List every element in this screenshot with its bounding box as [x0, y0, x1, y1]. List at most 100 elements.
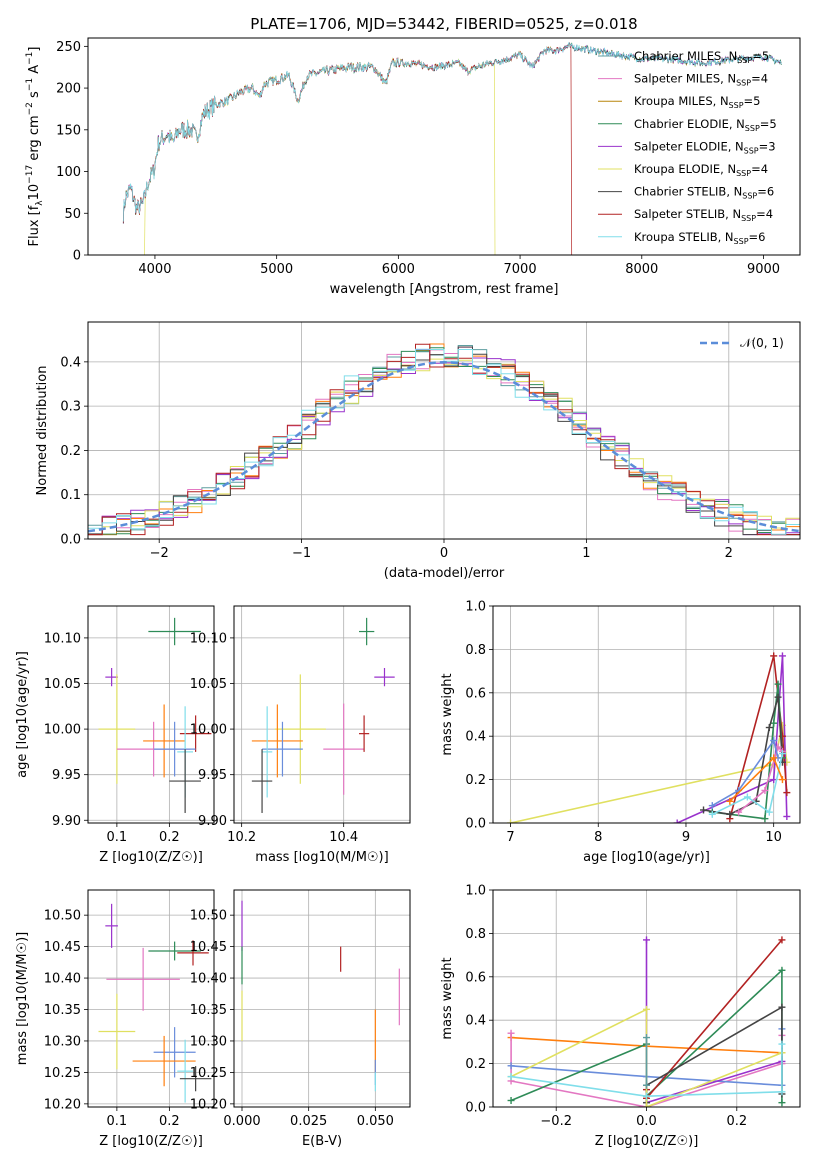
figure-title: PLATE=1706, MJD=53442, FIBERID=0525, z=0… — [250, 15, 637, 33]
y-tick-label: 10.45 — [190, 940, 227, 955]
weight-marker — [770, 652, 778, 660]
errorbar-point-7 — [177, 1039, 193, 1103]
legend: Chabrier MILES, NSSP=5 Salpeter MILES, NS… — [598, 49, 777, 246]
axes-frame — [87, 605, 215, 824]
weight-marker — [507, 1073, 515, 1081]
weight-marker — [765, 808, 773, 816]
y-tick-label: 10.45 — [44, 940, 81, 955]
weight-marker — [770, 737, 778, 745]
y-tick-label: 0.2 — [465, 1057, 486, 1072]
y-axis-label: mass [log10(M/M☉)] — [15, 932, 30, 1065]
weight-marker — [778, 966, 786, 974]
errorbar-point-5 — [153, 1027, 196, 1078]
errorbar-point-6 — [262, 721, 303, 777]
weight-marker — [643, 1005, 650, 1013]
x-tick-label: 7 — [506, 830, 514, 845]
weight-marker — [643, 1034, 650, 1042]
x-tick-label: 4000 — [138, 262, 171, 277]
axes-frame — [87, 37, 801, 256]
y-tick-label: 1.0 — [465, 600, 486, 615]
plot-area-mass-weight-vs-Z — [507, 936, 786, 1107]
weight-marker — [765, 724, 773, 732]
weight-marker — [507, 1029, 515, 1037]
spectrum-line-8 — [122, 41, 782, 222]
errorbar-point-0 — [105, 903, 118, 948]
x-tick-label: 0.050 — [357, 1114, 394, 1129]
panel-mass-vs-EBV: 0.000 0.025 0.050 10.20 10.25 10.30 10.35 10.40… — [190, 889, 411, 1149]
x-tick-label: 6000 — [382, 262, 415, 277]
weight-line-1 — [676, 655, 788, 823]
plot-area-age-vs-mass — [251, 617, 395, 813]
weight-line-0 — [510, 725, 788, 823]
y-tick-label: 0.6 — [465, 686, 486, 701]
weight-marker — [743, 793, 751, 801]
plot-area-residuals — [88, 343, 800, 536]
weight-marker — [783, 812, 791, 820]
weight-marker — [708, 802, 716, 810]
x-tick-label: 1 — [582, 546, 590, 561]
plot-area-spectrum — [122, 41, 782, 255]
plot-area-mass-vs-EBV — [241, 900, 400, 1092]
x-tick-label: −1 — [292, 546, 311, 561]
x-tick-label: 0.025 — [290, 1114, 327, 1129]
y-axis-label: mass weight — [440, 673, 455, 755]
errorbar-point-2 — [98, 674, 136, 784]
legend-label: Kroupa STELIB, NSSP=6 — [634, 230, 765, 246]
y-tick-label: 50 — [64, 207, 81, 222]
y-tick-label: 10.20 — [190, 1097, 227, 1112]
y-tick-label: 0.4 — [60, 355, 81, 370]
x-axis-label: Z [log10(Z/Z☉)] — [99, 850, 203, 865]
x-axis-label: E(B-V) — [302, 1134, 342, 1149]
y-axis-label: Normed distribution — [35, 366, 50, 496]
y-axis-label: age [log10(age/yr)] — [15, 651, 30, 778]
axes-frame — [492, 889, 801, 1108]
weight-line-6 — [645, 1005, 783, 1103]
x-tick-label: 7000 — [504, 262, 537, 277]
y-tick-label: 0.0 — [60, 533, 81, 548]
legend-label: Chabrier MILES, NSSP=5 — [634, 49, 769, 65]
weight-marker — [774, 680, 782, 688]
y-tick-label: 150 — [56, 123, 81, 138]
axes-frame — [87, 889, 215, 1108]
weight-marker — [673, 819, 681, 823]
y-tick-label: 0.1 — [60, 488, 81, 503]
weight-marker — [783, 789, 791, 797]
weight-marker — [708, 810, 716, 818]
y-axis-label: mass weight — [440, 957, 455, 1039]
legend-label: Salpeter STELIB, NSSP=4 — [634, 207, 773, 223]
weight-line-7 — [711, 753, 784, 816]
x-tick-label: 10.4 — [329, 830, 358, 845]
legend-label: Kroupa MILES, NSSP=5 — [634, 94, 760, 110]
weight-marker — [778, 652, 786, 660]
y-tick-label: 10.30 — [44, 1034, 81, 1049]
errorbar-point-1 — [374, 668, 395, 687]
x-tick-label: 9000 — [747, 262, 780, 277]
normal-curve — [88, 361, 800, 533]
errorbar-point-8 — [251, 749, 273, 813]
y-tick-label: 10.05 — [190, 677, 227, 692]
plot-area-mass-vs-Z — [98, 903, 212, 1103]
y-tick-label: 1.0 — [465, 884, 486, 899]
weight-marker — [700, 806, 708, 814]
y-tick-label: 0.4 — [465, 730, 486, 745]
x-axis-label: Z [log10(Z/Z☉)] — [99, 1134, 203, 1149]
x-tick-label: 0.2 — [159, 1114, 180, 1129]
panel-age-vs-Z: 0.1 0.2 9.90 9.95 10.00 10.05 10.10 Z [log10(Z/… — [15, 605, 215, 865]
weight-marker — [778, 750, 786, 758]
legend-label: Salpeter ELODIE, NSSP=3 — [634, 139, 776, 155]
weight-line-8 — [510, 1044, 783, 1098]
errorbar-point-4 — [98, 993, 136, 1070]
y-tick-label: 9.95 — [52, 768, 81, 783]
y-tick-label: 0.2 — [60, 444, 81, 459]
y-tick-label: 0.8 — [465, 643, 486, 658]
errorbar-point-2 — [177, 940, 209, 966]
y-tick-label: 10.05 — [44, 677, 81, 692]
x-tick-label: 0.2 — [726, 1114, 747, 1129]
panel-spectrum: 4000 5000 6000 7000 8000 9000 0 50 100 150 200 250 w… — [25, 37, 801, 297]
x-tick-label: −2 — [150, 546, 169, 561]
weight-marker — [643, 936, 650, 944]
histogram-series-8 — [88, 348, 800, 535]
weight-marker — [507, 1096, 515, 1104]
weight-marker — [643, 1081, 650, 1089]
errorbar-point-8 — [179, 1066, 212, 1092]
